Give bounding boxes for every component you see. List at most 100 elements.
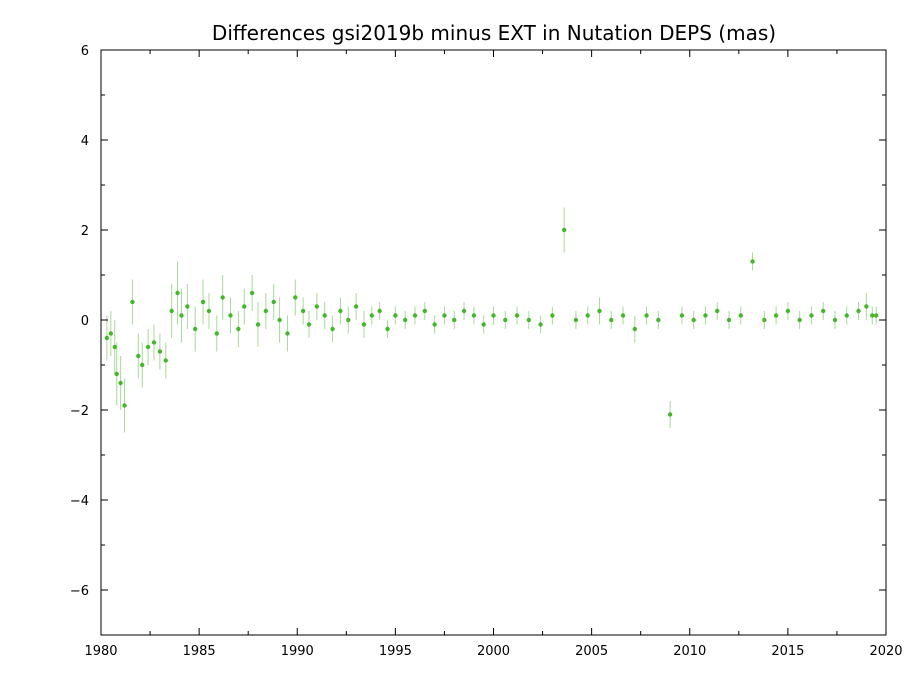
data-point [402, 317, 408, 323]
axes: 1980 1985 1990 1995 2000 2005 2010 2015 2020 6 4 2 0… [70, 44, 903, 659]
data-point [821, 308, 826, 314]
data-point [169, 308, 174, 314]
data-point [832, 317, 838, 323]
data-point [442, 313, 447, 318]
data-point [703, 313, 708, 318]
data-point [644, 313, 649, 318]
y-tick-label: 4 [81, 134, 89, 149]
data-point [432, 322, 437, 327]
data-point [797, 317, 802, 323]
data-point [285, 331, 290, 336]
data-point [314, 304, 320, 309]
data-point [185, 304, 190, 309]
data-point [175, 290, 180, 296]
data-point [573, 317, 579, 323]
data-point [561, 227, 567, 233]
data-point [122, 403, 127, 408]
y-tick-label: 2 [81, 224, 89, 239]
data-point [338, 308, 343, 314]
data-point [873, 313, 879, 318]
x-tick-label: 2015 [771, 644, 804, 659]
data-point [632, 326, 637, 332]
data-point [214, 331, 219, 336]
y-tick-label: 6 [81, 44, 89, 59]
data-point [114, 371, 119, 377]
data-point [762, 317, 767, 323]
data-point [377, 308, 382, 314]
data-point [597, 308, 602, 314]
data-point [691, 317, 696, 323]
x-tick-label: 2020 [869, 644, 902, 659]
data-point [293, 295, 298, 300]
data-point [151, 340, 157, 345]
x-tick-label: 1995 [379, 644, 412, 659]
data-point [157, 349, 163, 354]
data-point [236, 326, 241, 332]
data-point [300, 308, 306, 314]
x-tick-label: 2005 [575, 644, 608, 659]
data-point [471, 313, 477, 318]
data-point [140, 362, 145, 368]
data-point [538, 322, 543, 327]
data-point [118, 380, 123, 386]
data-point [346, 317, 351, 323]
data-point [422, 308, 428, 314]
data-point [108, 331, 114, 336]
x-tick-label: 1985 [183, 644, 216, 659]
data-point [130, 299, 135, 305]
data-point [785, 308, 791, 314]
data-point [679, 313, 685, 318]
x-tick-label: 1980 [84, 644, 117, 659]
data-point [514, 313, 520, 318]
data-point [526, 317, 532, 323]
data-point [393, 313, 398, 318]
data-point [322, 313, 327, 318]
data-point [361, 322, 367, 327]
x-tick-label: 2010 [673, 644, 706, 659]
y-tick-label: −4 [70, 494, 89, 509]
data-point [385, 326, 390, 332]
plot-marks [104, 207, 879, 433]
data-point [145, 344, 151, 350]
data-point [136, 353, 141, 359]
data-point [870, 313, 875, 318]
y-tick-label: −6 [70, 584, 89, 599]
data-point [461, 308, 467, 314]
data-point [667, 412, 673, 417]
data-point [271, 299, 276, 305]
chart-title: Differences gsi2019b minus EXT in Nutati… [212, 21, 776, 45]
x-tick-label: 2000 [477, 644, 510, 659]
data-point [726, 317, 732, 323]
data-point [550, 313, 555, 318]
data-point [104, 335, 110, 341]
data-point [864, 304, 869, 309]
data-point [306, 322, 312, 327]
x-tick-label: 1990 [281, 644, 314, 659]
data-point [353, 304, 359, 309]
data-point [179, 313, 184, 318]
data-point [412, 313, 418, 318]
data-point [773, 313, 779, 318]
data-point [481, 322, 486, 327]
data-point [112, 344, 117, 350]
data-point [193, 326, 198, 332]
data-point [330, 326, 335, 332]
data-point [228, 313, 233, 318]
y-tick-label: −2 [70, 404, 89, 419]
data-point [200, 299, 206, 305]
data-point [750, 259, 755, 264]
data-point [452, 317, 457, 323]
data-point [369, 313, 375, 318]
data-point [263, 308, 269, 314]
data-point [163, 358, 168, 363]
data-point [491, 313, 496, 318]
data-point [738, 313, 743, 318]
data-point [503, 317, 508, 323]
data-point [844, 313, 849, 318]
data-point [715, 308, 720, 314]
data-point [220, 295, 225, 300]
data-point [242, 304, 247, 309]
series [104, 207, 879, 433]
data-point [255, 322, 261, 327]
data-point [249, 290, 255, 296]
